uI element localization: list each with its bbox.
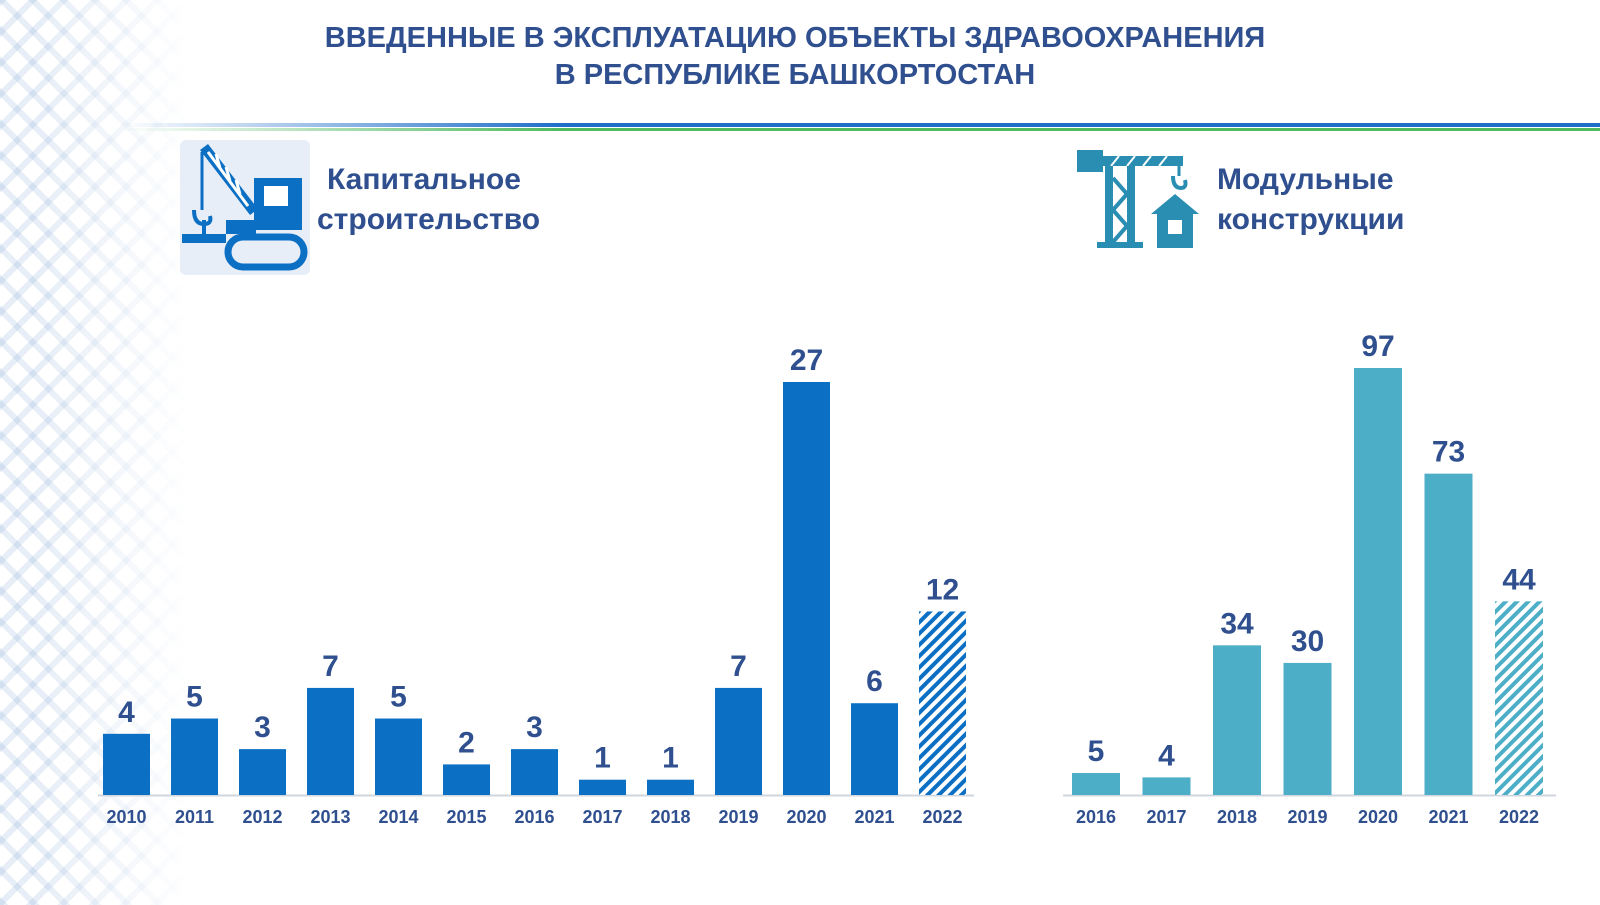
modular-tick-label-2018: 2018: [1217, 807, 1257, 827]
modular-tick-label-2016: 2016: [1076, 807, 1116, 827]
capital-tick-label-2016: 2016: [514, 807, 554, 827]
capital-bar-2022: [919, 611, 966, 795]
capital-title-line-1: Капитальное: [327, 163, 521, 196]
capital-value-label-2010: 4: [118, 696, 135, 729]
capital-value-label-2012: 3: [254, 711, 271, 744]
modular-bar-2020: [1354, 368, 1402, 795]
capital-tick-label-2010: 2010: [106, 807, 146, 827]
capital-value-label-2018: 1: [662, 742, 679, 775]
capital-bar-2019: [715, 687, 762, 795]
modular-value-label-2021: 73: [1432, 436, 1465, 469]
capital-value-label-2019: 7: [730, 650, 747, 683]
crawler-crane-icon: [180, 140, 310, 275]
capital-bar-2012: [239, 749, 286, 795]
capital-tick-label-2021: 2021: [854, 807, 894, 827]
capital-tick-label-2014: 2014: [378, 807, 418, 827]
capital-bar-2010: [103, 733, 150, 795]
capital-tick-label-2017: 2017: [582, 807, 622, 827]
capital-value-label-2015: 2: [458, 726, 475, 759]
capital-value-label-2020: 27: [790, 344, 823, 377]
modular-tick-label-2019: 2019: [1287, 807, 1327, 827]
capital-bar-2018: [647, 779, 694, 795]
modular-value-label-2019: 30: [1291, 625, 1324, 658]
capital-bar-2021: [851, 703, 898, 795]
capital-tick-label-2011: 2011: [175, 807, 214, 827]
capital-construction-chart: 4 2010 5 2011 3 2012 7 2013 5 2014 2 2015 3 2016 1 2017…: [98, 344, 974, 827]
modular-value-label-2017: 4: [1158, 739, 1175, 772]
modular-value-label-2020: 97: [1361, 330, 1394, 363]
modular-tick-label-2022: 2022: [1499, 807, 1539, 827]
modular-bar-2021: [1424, 473, 1473, 795]
divider-blue: [120, 123, 1600, 127]
capital-tick-label-2020: 2020: [786, 807, 826, 827]
page-title-line-1: ВВЕДЕННЫЕ В ЭКСПЛУАТАЦИЮ ОБЪЕКТЫ ЗДРАВОО…: [324, 22, 1266, 54]
capital-value-label-2021: 6: [866, 665, 883, 698]
capital-tick-label-2018: 2018: [650, 807, 690, 827]
tower-crane-house-icon: [1075, 150, 1205, 250]
capital-bar-2015: [443, 764, 490, 795]
capital-tick-label-2019: 2019: [718, 807, 758, 827]
capital-bar-2020: [783, 382, 830, 795]
modular-bar-2016: [1072, 772, 1120, 795]
capital-tick-label-2012: 2012: [242, 807, 282, 827]
modular-title-line-1: Модульные: [1217, 163, 1394, 196]
modular-bar-2019: [1283, 662, 1332, 795]
capital-bar-2014: [375, 718, 422, 795]
capital-bar-2013: [307, 687, 354, 795]
modular-value-label-2016: 5: [1088, 735, 1105, 768]
modular-bar-2018: [1213, 645, 1261, 795]
capital-bar-2017: [579, 779, 626, 795]
capital-title-line-2: строительство: [317, 203, 541, 236]
divider-green: [120, 128, 1600, 131]
capital-bar-2016: [511, 749, 558, 795]
ornament-background: [0, 0, 190, 905]
modular-value-label-2022: 44: [1502, 563, 1536, 596]
modular-constructions-chart: 5 2016 4 2017 34 2018 30 2019 97 2020 73 2021 44 2022: [1063, 330, 1556, 827]
capital-section-title: Капитальное строительство: [317, 160, 540, 240]
modular-section-title: Модульные конструкции: [1217, 160, 1404, 240]
page-title-line-2: В РЕСПУБЛИКЕ БАШКОРТОСТАН: [554, 59, 1036, 91]
modular-tick-label-2017: 2017: [1146, 807, 1186, 827]
modular-tick-label-2020: 2020: [1358, 807, 1398, 827]
capital-bar-2011: [171, 718, 218, 795]
capital-tick-label-2022: 2022: [922, 807, 962, 827]
capital-value-label-2011: 5: [186, 681, 203, 714]
capital-value-label-2017: 1: [594, 742, 611, 775]
modular-value-label-2018: 34: [1220, 607, 1254, 640]
capital-value-label-2014: 5: [390, 681, 407, 714]
modular-title-line-2: конструкции: [1217, 203, 1405, 236]
page-title: ВВЕДЕННЫЕ В ЭКСПЛУАТАЦИЮ ОБЪЕКТЫ ЗДРАВОО…: [190, 20, 1400, 94]
capital-value-label-2022: 12: [926, 573, 959, 606]
modular-bar-2017: [1142, 777, 1191, 795]
modular-bar-2022: [1495, 601, 1543, 795]
modular-tick-label-2021: 2021: [1428, 807, 1468, 827]
capital-value-label-2013: 7: [322, 650, 339, 683]
capital-tick-label-2015: 2015: [446, 807, 486, 827]
capital-tick-label-2013: 2013: [310, 807, 350, 827]
capital-value-label-2016: 3: [526, 711, 543, 744]
